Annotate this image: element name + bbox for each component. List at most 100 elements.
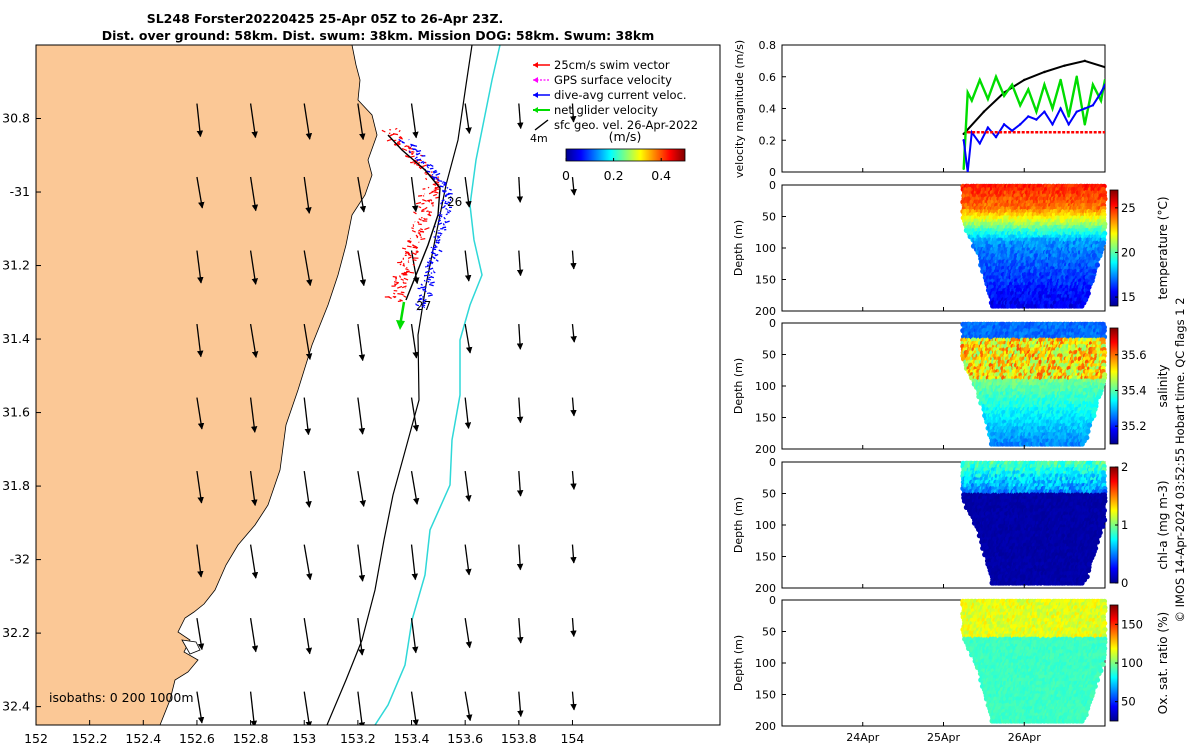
- dive-current-mark: [428, 274, 431, 277]
- legend-gps: GPS surface velocity: [554, 73, 672, 87]
- gps-velocity-mark: [418, 195, 423, 197]
- dive-current-mark: [445, 207, 448, 210]
- legend-net: net glider velocity: [554, 103, 658, 117]
- map-x-tick-label: 154: [561, 731, 585, 746]
- velocity-point: [1019, 104, 1022, 107]
- section-y-tick-label: 100: [755, 242, 776, 255]
- gps-velocity-mark: [412, 224, 415, 226]
- geo-vector-arrow: [196, 103, 204, 138]
- velocity-point: [962, 139, 965, 142]
- gps-velocity-mark: [404, 251, 409, 255]
- dive-current-mark: [432, 177, 436, 181]
- vector-scale-label: 4m: [530, 132, 548, 145]
- velocity-point: [1023, 78, 1026, 82]
- gps-velocity-mark: [394, 127, 398, 130]
- gps-velocity-mark: [424, 161, 427, 164]
- gps-velocity-mark: [425, 177, 428, 181]
- velocity-point: [1091, 83, 1095, 86]
- legend-geo: sfc geo. vel. 26-Apr-2022: [554, 118, 698, 132]
- map-x-tick-label: 153.8: [501, 731, 537, 746]
- dive-current-mark: [422, 298, 427, 303]
- gps-velocity-mark: [393, 283, 397, 286]
- geo-vector-arrow: [303, 250, 313, 287]
- velocity-point: [994, 135, 998, 139]
- dive-current-mark: [447, 201, 451, 204]
- dive-current-mark: [432, 270, 436, 274]
- gps-velocity-mark: [386, 138, 393, 142]
- gps-velocity-mark: [397, 285, 403, 289]
- geo-vector-arrow: [570, 618, 577, 638]
- velocity-y-axis: 00.20.40.60.8: [759, 39, 1025, 179]
- dive-current-mark: [437, 179, 443, 182]
- geo-vector-arrow: [196, 618, 205, 651]
- dive-current-mark: [415, 303, 420, 307]
- geo-vector-arrow: [464, 103, 472, 135]
- dive-current-mark: [445, 213, 449, 216]
- velocity-point: [1091, 104, 1095, 107]
- geo-vector-arrow: [464, 544, 472, 576]
- geo-vector-arrow: [410, 176, 419, 213]
- velocity-point: [966, 91, 969, 94]
- geo-vector-arrow: [196, 176, 205, 209]
- dive-current-mark: [444, 220, 447, 224]
- section-colorbar-tick-label: 25: [1121, 201, 1136, 215]
- gps-velocity-mark: [402, 264, 406, 267]
- dive-current-mark: [433, 230, 436, 233]
- geo-vector-arrow: [249, 544, 259, 579]
- dive-current-mark: [434, 254, 437, 257]
- dive-current-mark: [438, 249, 443, 253]
- velocity-y-tick-label: 0.8: [759, 39, 777, 52]
- geo-vector-arrow: [196, 470, 204, 504]
- dive-current-mark: [437, 241, 440, 244]
- section-sample: [1100, 240, 1107, 246]
- gps-velocity-mark: [403, 271, 407, 274]
- geo-vector-arrow: [410, 103, 419, 139]
- gps-velocity-mark: [399, 263, 402, 266]
- isobath-200m: [326, 45, 473, 725]
- velocity-series-sfc-geo: [962, 59, 1105, 135]
- gps-velocity-mark: [418, 206, 422, 209]
- gps-velocity-mark: [415, 201, 422, 205]
- dive-current-mark: [439, 214, 443, 218]
- geo-vector-arrow: [303, 397, 312, 436]
- gps-velocity-mark: [405, 268, 409, 271]
- title-line-2: Dist. over ground: 58km. Dist. swum: 38k…: [102, 28, 655, 43]
- geo-vector-arrow: [249, 250, 259, 285]
- dive-current-mark: [437, 238, 441, 242]
- track-label-27: 27: [416, 299, 431, 313]
- gps-velocity-mark: [428, 191, 434, 195]
- dive-current-mark: [432, 246, 438, 249]
- velocity-point: [1103, 66, 1105, 69]
- velocity-point: [1051, 123, 1054, 126]
- dive-current-mark: [425, 270, 431, 274]
- velocity-point: [978, 142, 982, 145]
- gps-velocity-mark: [428, 211, 433, 213]
- geo-vector-arrow: [516, 250, 524, 277]
- velocity-point: [1035, 118, 1038, 121]
- legend-dive: dive-avg current veloc.: [554, 88, 687, 102]
- geo-vector-arrow: [303, 323, 313, 361]
- gps-velocity-mark: [397, 293, 403, 295]
- velocity-point: [1059, 107, 1062, 110]
- geo-vector-arrow: [570, 323, 577, 343]
- dive-current-mark: [424, 265, 427, 268]
- map-y-tick-label: 32.2: [2, 625, 30, 640]
- gps-velocity-mark: [407, 253, 412, 257]
- dive-current-mark: [425, 280, 428, 283]
- dive-current-mark: [441, 182, 444, 184]
- velocity-y-tick-label: 0.4: [759, 103, 777, 116]
- velocity-point: [962, 167, 965, 171]
- geo-vector-arrow: [357, 470, 366, 507]
- geo-vector-arrow: [516, 324, 524, 350]
- gps-velocity-mark: [393, 143, 397, 146]
- velocity-series: [962, 59, 1105, 172]
- dive-current-mark: [442, 226, 447, 229]
- geo-vector-arrow: [516, 397, 524, 424]
- velocity-series-dive-avg: [962, 84, 1105, 172]
- dive-current-mark: [418, 308, 421, 311]
- dive-current-mark: [410, 144, 414, 147]
- dive-current-mark: [420, 160, 424, 164]
- map-x-tick-label: 152.4: [125, 731, 161, 746]
- map-colorbar-tick-label: 0.4: [651, 168, 671, 183]
- geo-vector-arrow: [570, 544, 577, 564]
